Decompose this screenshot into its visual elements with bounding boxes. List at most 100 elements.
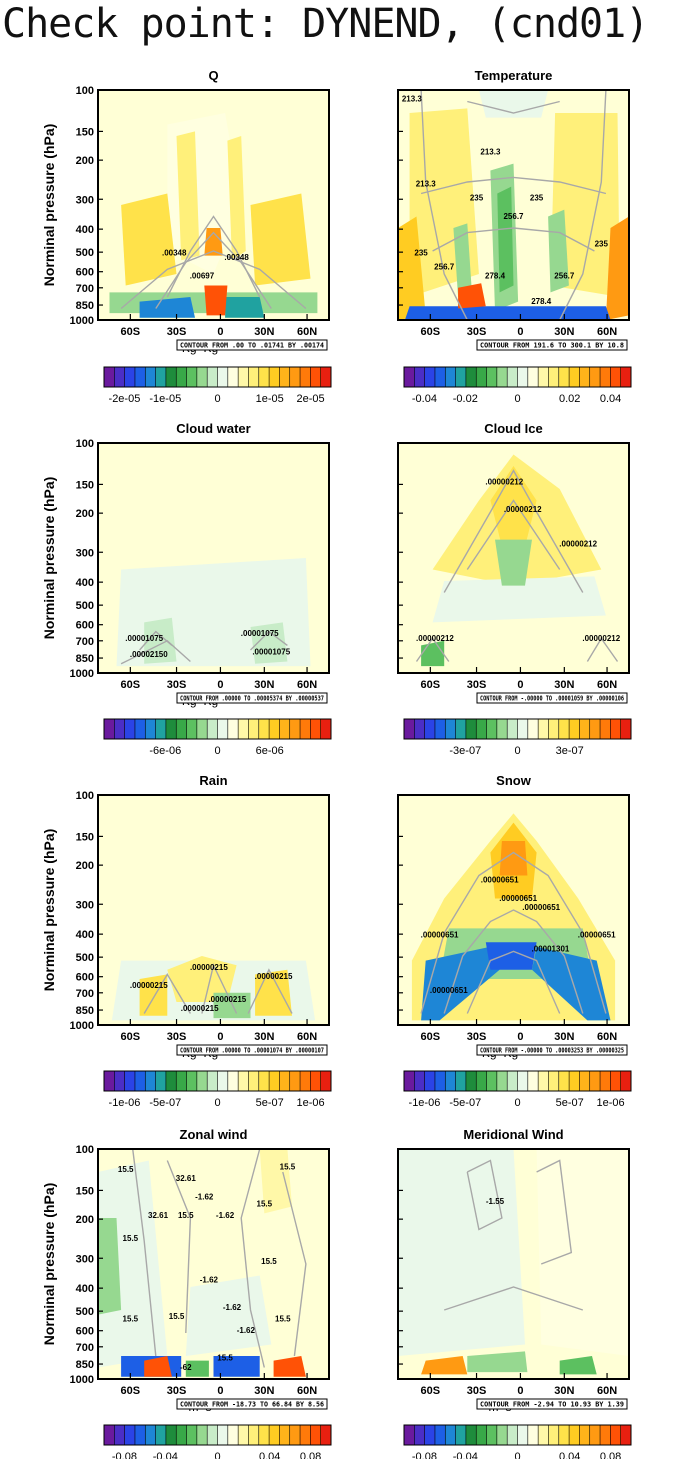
contour-label: .00000651 xyxy=(578,931,616,940)
contour-info: CONTOUR FROM .00000 TO .00001074 BY .000… xyxy=(180,1047,324,1055)
colorbar-swatch xyxy=(600,1425,611,1445)
contour-label: 235 xyxy=(414,249,428,258)
colorbar-swatch xyxy=(289,719,301,739)
colorbar-swatch xyxy=(248,1071,260,1091)
field-shading xyxy=(204,228,223,256)
contour-label: .00000215 xyxy=(181,1004,219,1013)
colorbar-tick-label: 1e-06 xyxy=(596,1097,624,1109)
colorbar-tick-label: -5e-07 xyxy=(449,1097,481,1109)
colorbar-swatch xyxy=(176,367,187,387)
x-tick-label: 0 xyxy=(217,1031,223,1043)
field-shading xyxy=(121,193,177,286)
colorbar-swatch xyxy=(434,1071,446,1091)
colorbar-swatch xyxy=(569,1425,580,1445)
colorbar-swatch xyxy=(124,719,136,739)
colorbar-swatch xyxy=(114,719,125,739)
colorbar: -0.08 -0.04 0 0.04 0.08 xyxy=(403,1424,632,1459)
contour-info: CONTOUR FROM 191.6 TO 300.1 BY 10.8 xyxy=(480,342,624,350)
colorbar-swatch xyxy=(300,367,311,387)
contour-label: 15.5 xyxy=(261,1257,277,1266)
colorbar: -3e-07 0 3e-07 xyxy=(403,718,632,757)
field-shading xyxy=(398,216,426,320)
field-shading xyxy=(144,617,177,664)
colorbar-tick-label: 0.04 xyxy=(600,393,621,405)
colorbar-swatch xyxy=(548,1425,560,1445)
plot-frame xyxy=(97,1148,330,1380)
colorbar-swatch xyxy=(610,719,621,739)
contour-label: 15.5 xyxy=(275,1315,291,1324)
contour-line xyxy=(247,968,293,1014)
panel-6: Snow.00000651.00000651.00000651.00000651… xyxy=(397,773,632,1109)
contour-label: .00001301 xyxy=(532,944,570,953)
contour-label: -1.62 xyxy=(195,1193,214,1202)
colorbar-swatch xyxy=(114,1425,125,1445)
x-tick-label: 30S xyxy=(167,1385,187,1397)
colorbar-swatch xyxy=(300,1071,311,1091)
colorbar-swatch xyxy=(269,1071,280,1091)
x-tick-label: 30S xyxy=(467,679,487,691)
contour-label: .00000215 xyxy=(190,963,228,972)
field-shading xyxy=(213,1356,260,1377)
colorbar-swatch xyxy=(496,1071,508,1091)
contour-info-box xyxy=(476,1044,628,1056)
field-shading xyxy=(98,1218,122,1315)
contour-line xyxy=(240,1148,265,1368)
field-shading xyxy=(398,1149,525,1356)
colorbar-frame xyxy=(103,718,332,740)
colorbar-swatch xyxy=(289,1071,301,1091)
plot-frame xyxy=(397,794,630,1026)
colorbar-swatch xyxy=(414,1071,425,1091)
colorbar-swatch xyxy=(455,1425,467,1445)
colorbar-swatch xyxy=(579,719,591,739)
field-shading xyxy=(259,1149,292,1214)
colorbar-swatch xyxy=(238,1425,249,1445)
x-tick-label: 0 xyxy=(217,679,223,691)
field-shading xyxy=(176,131,200,261)
contour-label: 15.5 xyxy=(123,1234,139,1243)
field-shading xyxy=(255,969,292,1016)
plot-frame xyxy=(97,89,330,321)
field-shading xyxy=(548,209,569,293)
panel-title: Rain xyxy=(199,773,227,788)
y-tick-label: 500 xyxy=(76,952,94,964)
x-tick-label: 30N xyxy=(554,679,574,691)
colorbar-swatch xyxy=(569,367,580,387)
colorbar-tick-label: -3e-07 xyxy=(449,745,481,757)
colorbar-swatch xyxy=(310,1071,321,1091)
x-tick-label: 60S xyxy=(121,1031,141,1043)
contour-info-box xyxy=(176,1044,328,1056)
x-tick-label: 60S xyxy=(121,1385,141,1397)
field-shading xyxy=(204,285,228,316)
contour-line xyxy=(120,639,191,665)
contour-label: .00000215 xyxy=(255,972,293,981)
colorbar: -1e-06 -5e-07 0 5e-07 1e-06 xyxy=(403,1070,632,1109)
colorbar-tick-label: 0 xyxy=(214,745,220,757)
contour-label: 32.61 xyxy=(176,1174,197,1183)
colorbar-swatch xyxy=(310,1425,321,1445)
field-shading xyxy=(185,1275,272,1356)
x-tick-label: 30S xyxy=(467,1385,487,1397)
x-tick-label: 30N xyxy=(554,1385,574,1397)
x-tick-label: 60N xyxy=(597,1385,617,1397)
colorbar-swatch xyxy=(507,719,518,739)
colorbar-swatch xyxy=(104,1071,115,1091)
colorbar-swatch xyxy=(414,719,425,739)
field-shading xyxy=(490,466,537,547)
colorbar-frame xyxy=(403,1070,632,1092)
x-tick-label: 60N xyxy=(297,326,317,338)
contour-label: .00000212 xyxy=(485,477,523,486)
field-shading xyxy=(497,186,514,293)
y-tick-label: 1000 xyxy=(70,315,94,327)
colorbar-swatch xyxy=(538,1071,549,1091)
y-tick-label: 200 xyxy=(76,1214,94,1226)
colorbar-swatch xyxy=(579,1071,591,1091)
panel-5: Rain.00000215.00000215.00000215.00000215… xyxy=(41,773,332,1109)
colorbar-swatch xyxy=(217,719,229,739)
colorbar-swatch xyxy=(134,367,146,387)
colorbar-swatch xyxy=(476,367,487,387)
colorbar-swatch xyxy=(176,1071,187,1091)
y-tick-label: 600 xyxy=(76,620,94,632)
x-tick-label: 0 xyxy=(217,326,223,338)
colorbar-tick-label: 0 xyxy=(514,393,520,405)
x-tick-label: 60N xyxy=(297,1031,317,1043)
